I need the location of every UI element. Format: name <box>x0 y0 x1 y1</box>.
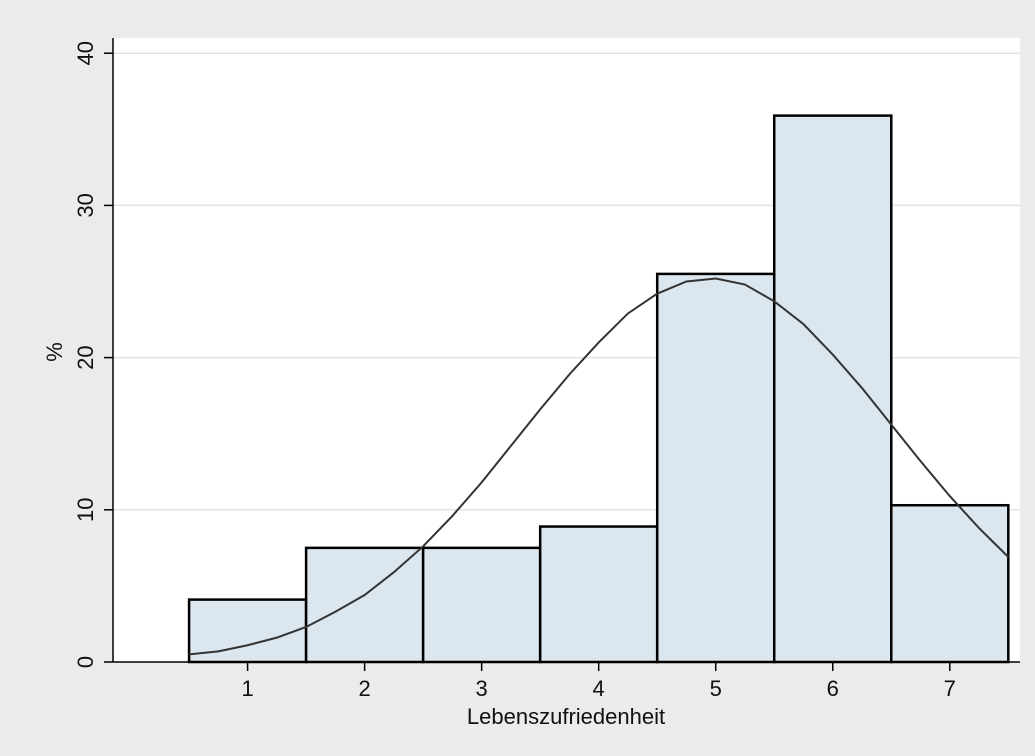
bar <box>890 503 1010 664</box>
x-axis-label: Lebenszufriedenheit <box>467 704 665 729</box>
y-tick-label: 30 <box>73 193 98 217</box>
x-tick-label: 4 <box>593 676 605 701</box>
density-curve <box>188 277 1010 656</box>
bar <box>421 546 542 664</box>
bar <box>538 525 659 664</box>
y-tick-label: 20 <box>73 345 98 369</box>
x-tick-label: 5 <box>710 676 722 701</box>
x-tick-label: 2 <box>358 676 370 701</box>
y-axis-label: % <box>42 342 67 362</box>
bar <box>655 272 776 664</box>
x-tick-label: 3 <box>476 676 488 701</box>
x-tick-label: 1 <box>241 676 253 701</box>
bar <box>772 114 893 664</box>
bar <box>304 546 425 664</box>
x-tick-label: 6 <box>827 676 839 701</box>
y-tick-label: 40 <box>73 41 98 65</box>
x-tick-label: 7 <box>944 676 956 701</box>
y-tick-label: 10 <box>73 498 98 522</box>
y-tick-label: 0 <box>73 656 98 668</box>
